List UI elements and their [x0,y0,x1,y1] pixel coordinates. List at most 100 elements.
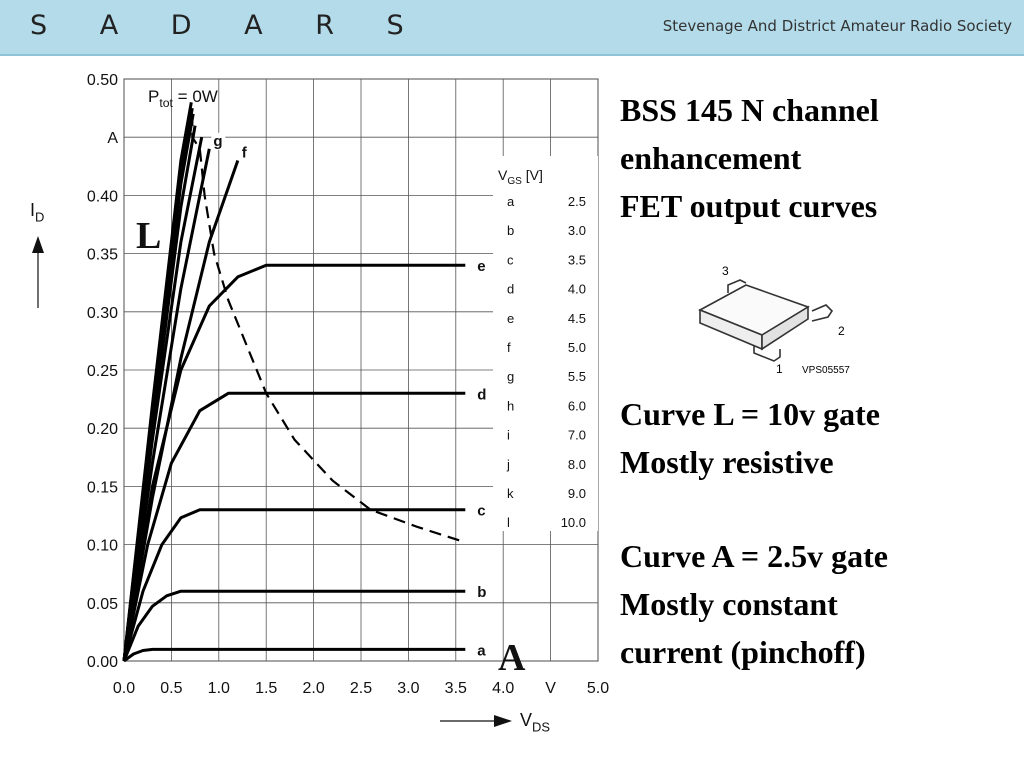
pin-2 [811,304,834,322]
header-divider [0,54,1024,56]
curve-label-c: c [477,503,485,520]
curve-label-g: g [213,133,222,150]
curve-label-bg [475,386,490,404]
vgs-table-header: VGS [V] [498,167,543,187]
y-tick-label: 0.50 [87,72,118,89]
y-tick-label: 0.20 [87,421,118,438]
vgs-table-curve: g [507,369,514,384]
vgs-table-value: 4.0 [568,282,586,297]
package-side [761,305,809,351]
curve-e [122,263,466,662]
x-tick-label: 2.5 [350,680,372,697]
vgs-table-value: 3.5 [568,252,586,267]
curve-label-a: a [477,642,486,659]
pin-3 [727,279,747,293]
desc-line: Curve A = 2.5v gate [620,538,888,574]
vgs-table-value: 3.0 [568,223,586,238]
ptot-dashed-curve [191,113,466,544]
sot23-package-drawing: 1 2 3 VPS05557 [698,264,850,376]
y-axis-label: ID [30,200,44,224]
x-tick-label: 5.0 [587,680,609,697]
curve-d [122,391,466,662]
y-axis-arrowhead [32,236,44,253]
vgs-table-value: 8.0 [568,457,586,472]
society-name: Stevenage And District Amateur Radio Soc… [662,17,1012,35]
y-tick-label: 0.40 [87,188,118,205]
vgs-table-bg [493,156,598,531]
curve-label-e: e [477,258,485,275]
curve-label-bg [475,584,490,602]
vgs-table-curve: c [507,252,514,267]
desc-line: enhancement [620,140,802,176]
desc-line: BSS 145 N channel [620,92,879,128]
desc-line: FET output curves [620,188,878,224]
x-axis-label: VDS [520,710,550,734]
x-tick-label: 4.0 [492,680,514,697]
vgs-table-curve: f [507,340,511,355]
curve-label-bg [475,642,490,660]
x-tick-label: 2.0 [302,680,324,697]
curve-label-bg [475,258,490,276]
pin-3-label: 3 [722,264,729,278]
vgs-table-curve: e [507,311,514,326]
header-banner: S A D A R S Stevenage And District Amate… [0,0,1024,54]
vgs-table-value: 6.0 [568,398,586,413]
curve-label-bg [239,144,254,162]
curve-l [122,102,193,662]
fet-output-chart: 0.0 0.5 1.0 1.5 2.0 2.5 3.0 3.5 4.0 V 5.0 0.00 0.05 0… [30,72,609,734]
x-tick-label: 0.0 [113,680,135,697]
sadars-logo: S A D A R S [30,10,426,41]
vgs-table-curve: h [507,398,514,413]
curve-f [122,160,240,662]
pin-1 [753,345,781,362]
y-tick-label: A [107,130,118,147]
ptot-label: Ptot = 0W [148,87,218,110]
y-tick-label: 0.05 [87,596,118,613]
curve-l-description: Curve L = 10v gate Mostly resistive [620,390,880,486]
x-tick-label: 1.0 [208,680,230,697]
pin-2-label: 2 [838,324,845,338]
y-tick-label: 0.25 [87,363,118,380]
curve-c [122,508,466,662]
curve-label-f: f [242,144,248,161]
vgs-table-value: 10.0 [561,515,586,530]
curve-label-d: d [477,386,486,403]
vgs-table-curve: l [507,515,510,530]
vgs-table-value: 5.5 [568,369,586,384]
x-tick-label: V [545,680,556,697]
curve-a-marker: A [498,637,526,679]
desc-line: Mostly resistive [620,444,834,480]
vgs-table-curve: a [507,194,515,209]
vgs-table-value: 2.5 [568,194,586,209]
y-tick-label: 0.10 [87,538,118,555]
curve-b [122,589,466,662]
y-tick-label: 0.35 [87,247,118,264]
curve-label-b: b [477,584,486,601]
vgs-table-value: 7.0 [568,428,586,443]
pin-1-label: 1 [776,362,783,376]
x-tick-label: 1.5 [255,680,277,697]
desc-line: Mostly constant [620,586,838,622]
x-tick-label: 3.5 [445,680,467,697]
package-code: VPS05557 [802,365,850,376]
desc-line: current (pinchoff) [620,634,866,670]
curve-a-description: Curve A = 2.5v gate Mostly constant curr… [620,532,888,676]
vgs-table-curve: k [507,486,514,501]
vgs-table-curve: j [506,457,510,472]
chart-description: BSS 145 N channel enhancement FET output… [620,86,879,230]
x-tick-label: 0.5 [160,680,182,697]
x-tick-label: 3.0 [397,680,419,697]
desc-line: Curve L = 10v gate [620,396,880,432]
y-tick-label: 0.30 [87,305,118,322]
vgs-table-value: 4.5 [568,311,586,326]
y-tick-label: 0.00 [87,654,118,671]
vgs-table-value: 5.0 [568,340,586,355]
curve-l-marker: L [136,215,161,257]
vgs-table-curve: i [507,428,510,443]
vgs-table-value: 9.0 [568,486,586,501]
curve-label-bg [475,502,490,520]
x-axis-arrowhead [494,715,512,727]
y-tick-label: 0.15 [87,479,118,496]
curve-a [123,647,466,663]
vgs-table-curve: d [507,282,514,297]
